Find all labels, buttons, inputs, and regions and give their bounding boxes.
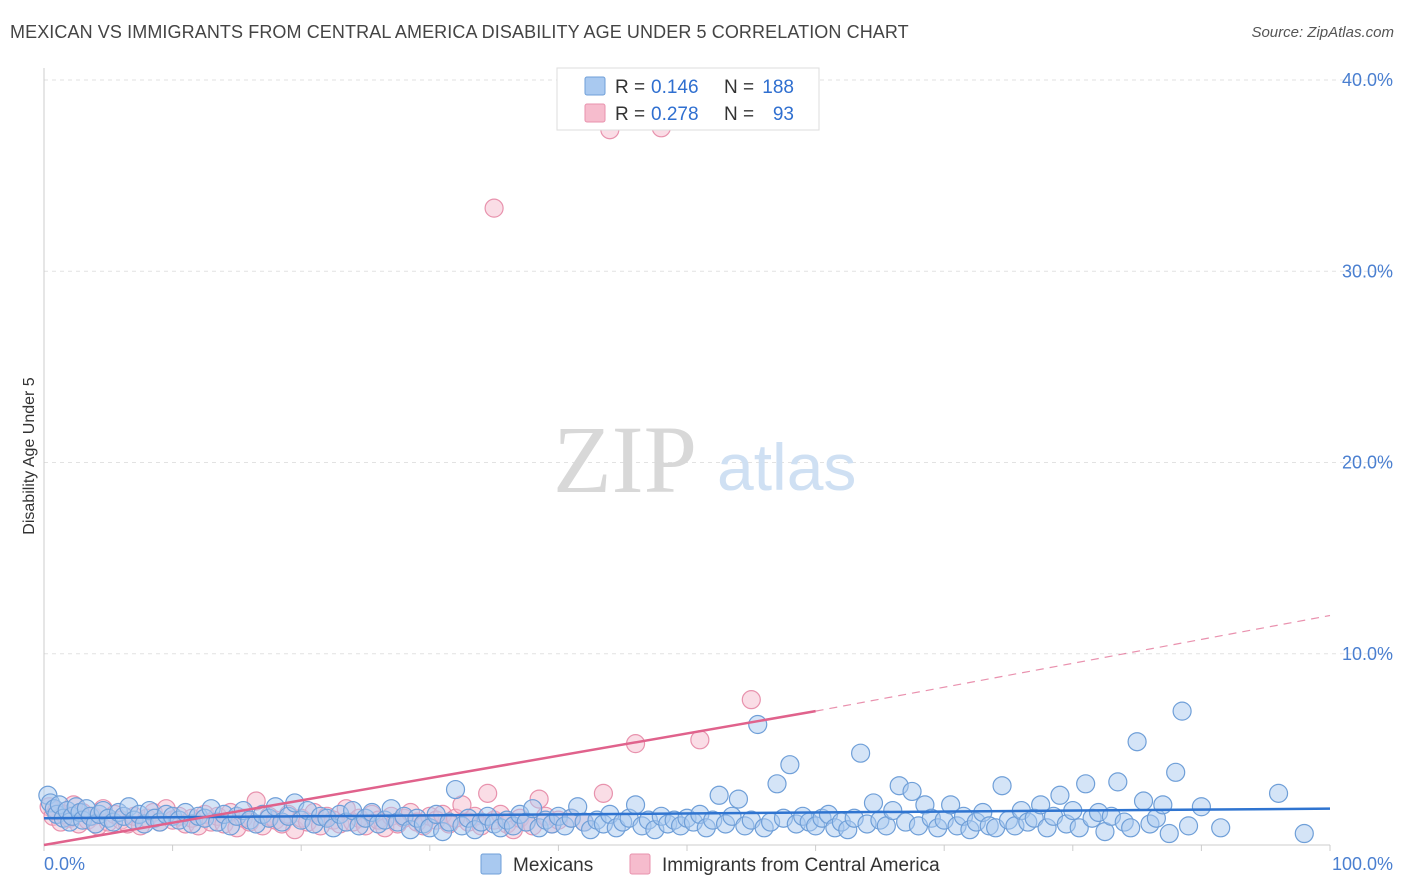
x-tick-labels: 0.0% 100.0% <box>44 854 1393 874</box>
mexicans-point <box>1050 785 1070 805</box>
legend-n-label-2: N = <box>724 104 754 125</box>
immigrants-point <box>478 783 498 803</box>
mexicans-point <box>1294 823 1314 844</box>
immigrants-trend-line <box>43 709 816 847</box>
legend-r-label-1: R = <box>615 77 645 98</box>
y-axis-label: Disability Age Under 5 <box>21 377 38 535</box>
mexicans-point <box>1178 816 1199 836</box>
x-tick-marks <box>43 845 1331 851</box>
mexicans-point <box>1076 774 1096 794</box>
source-label: Source: ZipAtlas.com <box>1251 24 1394 41</box>
mexicans-point <box>709 785 729 805</box>
series-mexicans-points <box>38 701 1314 844</box>
watermark-zip: ZIP <box>553 406 697 513</box>
legend-r-value-1: 0.146 <box>651 77 699 98</box>
mexicans-point <box>1121 818 1141 838</box>
legend-swatch-mexicans <box>584 76 606 96</box>
mexicans-point <box>1166 762 1186 782</box>
y-tick-label: 40.0% <box>1342 70 1393 90</box>
mexicans-point <box>941 795 961 815</box>
immigrants-trend-extension <box>815 614 1331 712</box>
stats-legend: R = 0.146 N = 188 R = 0.278 N = 93 <box>556 67 820 131</box>
immigrants-point <box>741 690 761 710</box>
mexicans-trend-line <box>43 807 1331 820</box>
mexicans-point <box>863 793 884 813</box>
bottom-legend-mexicans: Mexicans <box>513 855 593 876</box>
bottom-legend-swatch-immigrants <box>629 853 651 875</box>
y-tick-labels: 10.0% 20.0% 30.0% 40.0% <box>1342 70 1393 664</box>
mexicans-point <box>1031 795 1051 815</box>
mexicans-point <box>625 795 646 815</box>
bottom-legend-swatch-mexicans <box>480 853 502 875</box>
mexicans-point <box>1268 783 1289 803</box>
mexicans-point <box>902 781 922 802</box>
mexicans-point <box>1108 772 1128 792</box>
grid-lines <box>44 79 1392 655</box>
watermark-atlas: atlas <box>717 430 856 504</box>
mexicans-point <box>722 806 742 826</box>
mexicans-point <box>1172 701 1192 721</box>
mexicans-point <box>1069 818 1089 838</box>
mexicans-point <box>1211 818 1231 838</box>
immigrants-point <box>484 198 504 218</box>
y-tick-label: 10.0% <box>1342 644 1393 664</box>
trend-lines <box>43 614 1331 847</box>
mexicans-point <box>1133 791 1154 811</box>
y-tick-label: 20.0% <box>1342 453 1393 473</box>
bottom-legend: Mexicans Immigrants from Central America <box>480 853 940 876</box>
mexicans-point <box>728 789 749 809</box>
chart-title: MEXICAN VS IMMIGRANTS FROM CENTRAL AMERI… <box>10 22 909 42</box>
legend-swatch-immigrants <box>584 103 606 123</box>
watermark: ZIP atlas <box>553 406 856 513</box>
mexicans-point <box>748 714 768 735</box>
mexicans-point <box>445 779 466 800</box>
immigrants-point <box>593 783 614 803</box>
legend-n-value-2: 93 <box>773 104 794 125</box>
bottom-legend-immigrants: Immigrants from Central America <box>662 855 940 876</box>
mexicans-point <box>1191 797 1212 817</box>
legend-n-label-1: N = <box>724 77 754 98</box>
mexicans-point <box>1159 823 1179 844</box>
x-tick-label-min: 0.0% <box>44 854 85 874</box>
legend-r-label-2: R = <box>615 104 645 125</box>
legend-n-value-1: 188 <box>762 77 794 98</box>
mexicans-point <box>523 799 543 819</box>
mexicans-point <box>1127 732 1147 752</box>
mexicans-point <box>780 755 800 775</box>
mexicans-point <box>992 776 1012 796</box>
mexicans-point <box>883 800 903 821</box>
x-tick-label-max: 100.0% <box>1332 854 1393 874</box>
mexicans-point <box>767 774 787 794</box>
mexicans-point <box>851 743 871 763</box>
legend-r-value-2: 0.278 <box>651 104 699 125</box>
y-tick-label: 30.0% <box>1342 261 1393 281</box>
